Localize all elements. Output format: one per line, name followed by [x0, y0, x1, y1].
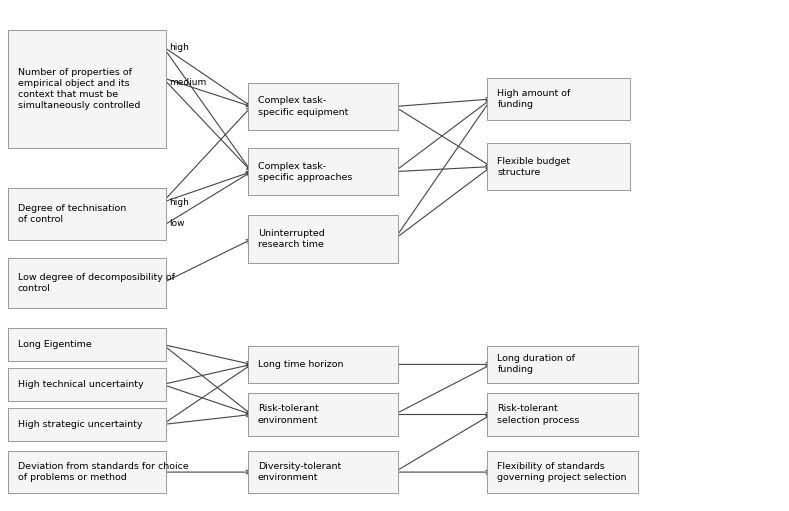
Text: high: high [169, 43, 189, 52]
Text: Number of properties of
empirical object and its
context that must be
simultaneo: Number of properties of empirical object… [18, 68, 140, 110]
Text: Long duration of
funding: Long duration of funding [497, 354, 575, 375]
FancyBboxPatch shape [248, 451, 398, 494]
Text: low: low [169, 219, 184, 228]
FancyBboxPatch shape [488, 345, 638, 383]
FancyBboxPatch shape [488, 78, 630, 120]
FancyBboxPatch shape [488, 451, 638, 494]
Text: Risk-tolerant
selection process: Risk-tolerant selection process [497, 404, 580, 425]
FancyBboxPatch shape [248, 148, 398, 195]
FancyBboxPatch shape [8, 258, 166, 308]
FancyBboxPatch shape [8, 368, 166, 401]
FancyBboxPatch shape [8, 30, 166, 148]
FancyBboxPatch shape [8, 408, 166, 441]
FancyBboxPatch shape [8, 188, 166, 241]
Text: Flexibility of standards
governing project selection: Flexibility of standards governing proje… [497, 462, 626, 482]
FancyBboxPatch shape [248, 216, 398, 263]
Text: medium: medium [169, 78, 206, 87]
FancyBboxPatch shape [488, 393, 638, 436]
FancyBboxPatch shape [8, 451, 166, 494]
Text: high: high [169, 198, 189, 207]
Text: Flexible budget
structure: Flexible budget structure [497, 156, 570, 177]
FancyBboxPatch shape [248, 83, 398, 130]
Text: Long Eigentime: Long Eigentime [18, 340, 92, 349]
FancyBboxPatch shape [8, 328, 166, 361]
FancyBboxPatch shape [488, 143, 630, 191]
Text: High strategic uncertainty: High strategic uncertainty [18, 420, 143, 429]
FancyBboxPatch shape [248, 345, 398, 383]
Text: Long time horizon: Long time horizon [258, 360, 343, 369]
FancyBboxPatch shape [248, 393, 398, 436]
Text: High amount of
funding: High amount of funding [497, 89, 570, 109]
Text: High technical uncertainty: High technical uncertainty [18, 380, 144, 389]
Text: Uninterrupted
research time: Uninterrupted research time [258, 229, 324, 249]
Text: Diversity-tolerant
environment: Diversity-tolerant environment [258, 462, 341, 482]
Text: Risk-tolerant
environment: Risk-tolerant environment [258, 404, 319, 425]
Text: Low degree of decomposibility of
control: Low degree of decomposibility of control [18, 273, 175, 293]
Text: Degree of technisation
of control: Degree of technisation of control [18, 204, 126, 224]
Text: Complex task-
specific equipment: Complex task- specific equipment [258, 97, 348, 117]
Text: Complex task-
specific approaches: Complex task- specific approaches [258, 161, 352, 182]
Text: Deviation from standards for choice
of problems or method: Deviation from standards for choice of p… [18, 462, 189, 482]
